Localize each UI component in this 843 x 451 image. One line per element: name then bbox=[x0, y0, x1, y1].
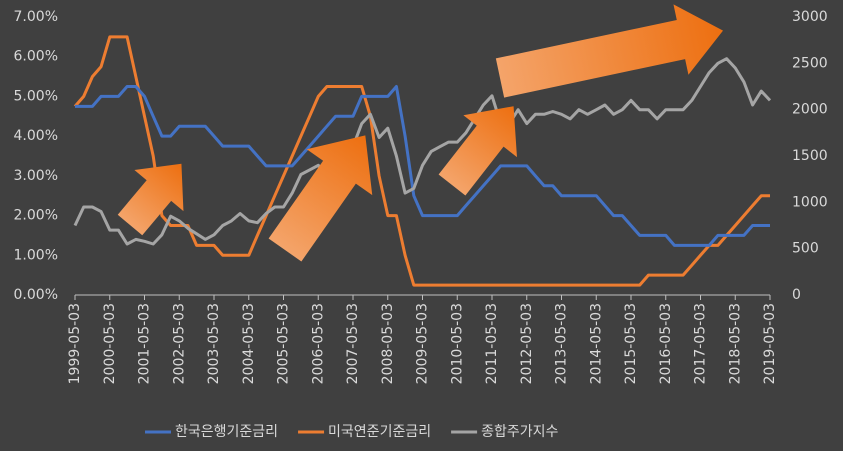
plot-area: 0.00% 1.00% 2.00% 3.00% 4.00% 5.00% 6.00% 7.00%… bbox=[14, 9, 828, 384]
arrow bbox=[495, 4, 724, 98]
x-tick-label: 2005-05-03 bbox=[276, 303, 292, 384]
x-tick-label: 2016-05-03 bbox=[658, 303, 674, 384]
x-tick-label: 2002-05-03 bbox=[171, 303, 187, 384]
arrow bbox=[117, 163, 184, 236]
y2-tick-label: 3000 bbox=[792, 9, 828, 25]
arrow bbox=[438, 106, 517, 196]
x-tick-label: 2018-05-03 bbox=[727, 303, 743, 384]
x-tick-label: 2012-05-03 bbox=[519, 303, 535, 384]
y-tick-label: 7.00% bbox=[14, 9, 58, 25]
arrow bbox=[268, 135, 373, 262]
x-tick-label: 1999-05-03 bbox=[67, 303, 83, 384]
x-tick-label: 2015-05-03 bbox=[623, 303, 639, 384]
x-tick-label: 2017-05-03 bbox=[693, 303, 709, 384]
y2-tick-label: 2000 bbox=[792, 102, 828, 118]
legend-label: 한국은행기준금리 bbox=[175, 424, 278, 440]
y-tick-label: 3.00% bbox=[14, 168, 58, 184]
x-tick-label: 2013-05-03 bbox=[554, 303, 570, 384]
legend-label: 종합주가지수 bbox=[481, 424, 558, 440]
y2-tick-label: 1500 bbox=[792, 148, 828, 164]
x-tick-label: 2010-05-03 bbox=[449, 303, 465, 384]
legend-label: 미국연준기준금리 bbox=[328, 424, 431, 440]
x-tick-label: 2014-05-03 bbox=[588, 303, 604, 384]
x-tick-label: 2008-05-03 bbox=[380, 303, 396, 384]
line-series bbox=[75, 85, 770, 247]
x-tick-label: 2003-05-03 bbox=[206, 303, 222, 384]
x-tick-label: 2000-05-03 bbox=[102, 303, 118, 384]
x-tick-label: 2004-05-03 bbox=[241, 303, 257, 384]
y-tick-label: 0.00% bbox=[14, 287, 58, 303]
y-tick-label: 4.00% bbox=[14, 128, 58, 144]
y2-tick-label: 500 bbox=[792, 241, 819, 257]
line-series bbox=[73, 35, 770, 287]
arrows bbox=[117, 4, 724, 262]
y-tick-label: 6.00% bbox=[14, 49, 58, 65]
y2-tick-label: 1000 bbox=[792, 194, 828, 210]
x-tick-label: 2019-05-03 bbox=[762, 303, 778, 384]
x-tick-label: 2009-05-03 bbox=[415, 303, 431, 384]
y2-tick-label: 0 bbox=[792, 287, 801, 303]
x-tick-label: 2001-05-03 bbox=[137, 303, 153, 384]
y-tick-label: 5.00% bbox=[14, 88, 58, 104]
y-tick-label: 1.00% bbox=[14, 247, 58, 263]
x-tick-label: 2006-05-03 bbox=[310, 303, 326, 384]
x-tick-label: 2011-05-03 bbox=[484, 303, 500, 384]
x-tick-label: 2007-05-03 bbox=[345, 303, 361, 384]
line-series bbox=[73, 57, 772, 246]
y-tick-label: 2.00% bbox=[14, 208, 58, 224]
y2-tick-label: 2500 bbox=[792, 55, 828, 71]
